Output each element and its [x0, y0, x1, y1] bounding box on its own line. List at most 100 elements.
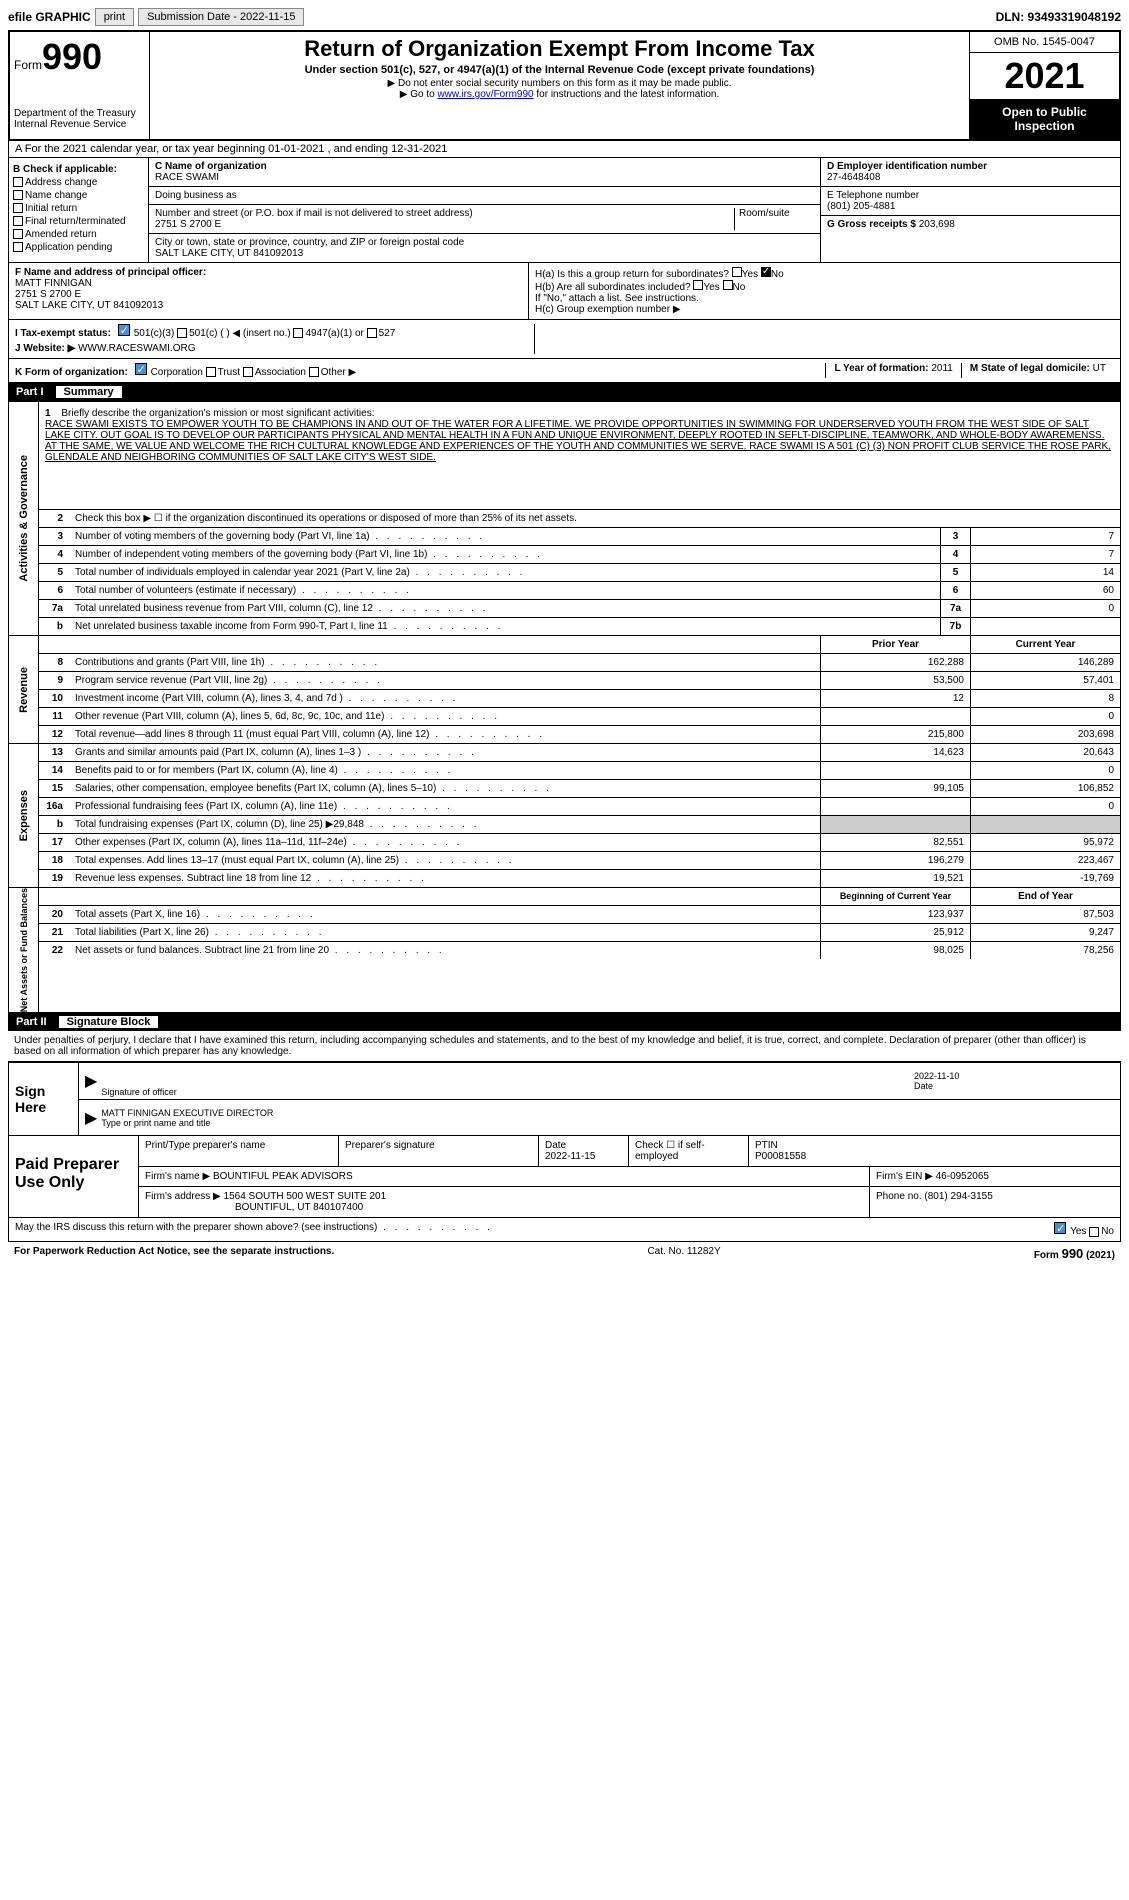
- submission-date-button[interactable]: Submission Date - 2022-11-15: [138, 8, 304, 26]
- sign-here-row: Sign Here ▶ Signature of officer 2022-11…: [9, 1062, 1120, 1135]
- line-num: 21: [39, 924, 69, 941]
- line-current: 8: [970, 690, 1120, 707]
- netassets-box: Net Assets or Fund Balances Beginning of…: [8, 888, 1121, 1013]
- begin-year-header: Beginning of Current Year: [820, 888, 970, 905]
- line-desc: Number of voting members of the governin…: [69, 528, 940, 545]
- line-val: 14: [970, 564, 1120, 581]
- line-current: 78,256: [970, 942, 1120, 959]
- phone-label: E Telephone number: [827, 190, 1114, 201]
- firm-phone-label: Phone no.: [876, 1191, 922, 1202]
- line-num: 4: [39, 546, 69, 563]
- line-19: 19 Revenue less expenses. Subtract line …: [39, 870, 1120, 887]
- line-num: 16a: [39, 798, 69, 815]
- line-desc: Total number of individuals employed in …: [69, 564, 940, 581]
- arrow-icon: ▶: [85, 1108, 97, 1128]
- current-year-header: Current Year: [970, 636, 1120, 653]
- section-c: C Name of organization RACE SWAMI Doing …: [149, 158, 820, 262]
- line-desc: Salaries, other compensation, employee b…: [69, 780, 820, 797]
- line-prior: 162,288: [820, 654, 970, 671]
- section-b: B Check if applicable: Address change Na…: [9, 158, 149, 262]
- officer-label: F Name and address of principal officer:: [15, 267, 522, 278]
- line-current: 20,643: [970, 744, 1120, 761]
- line-2: 2 Check this box ▶ ☐ if the organization…: [39, 510, 1120, 528]
- org-name: RACE SWAMI: [155, 172, 814, 183]
- line1-num: 1: [45, 408, 51, 419]
- ha-row: H(a) Is this a group return for subordin…: [535, 267, 1114, 280]
- line-num: 5: [39, 564, 69, 581]
- line-prior: [820, 816, 970, 833]
- discuss-yes-check: [1054, 1222, 1066, 1234]
- part1-title: Summary: [56, 386, 122, 398]
- line-num: 10: [39, 690, 69, 707]
- line-num: 11: [39, 708, 69, 725]
- firm-ein-label: Firm's EIN ▶: [876, 1171, 933, 1182]
- line-desc: Total unrelated business revenue from Pa…: [69, 600, 940, 617]
- line-prior: 25,912: [820, 924, 970, 941]
- address-cell: Number and street (or P.O. box if mail i…: [149, 205, 820, 234]
- part2-header: Part II Signature Block: [8, 1013, 1121, 1031]
- opt-527: 527: [379, 328, 396, 339]
- part2-label: Part II: [16, 1016, 59, 1028]
- hb-label: H(b) Are all subordinates included?: [535, 282, 691, 293]
- line-current: 106,852: [970, 780, 1120, 797]
- revenue-box: Revenue Prior Year Current Year 8 Contri…: [8, 636, 1121, 744]
- ein-label: D Employer identification number: [827, 161, 1114, 172]
- tax-status-label: I Tax-exempt status:: [15, 328, 111, 339]
- line-17: 17 Other expenses (Part IX, column (A), …: [39, 834, 1120, 852]
- line-num: 18: [39, 852, 69, 869]
- line-num: 6: [39, 582, 69, 599]
- cat-number: Cat. No. 11282Y: [647, 1246, 720, 1261]
- header-left: Form990 Department of the Treasury Inter…: [10, 32, 150, 139]
- irs-link[interactable]: www.irs.gov/Form990: [437, 89, 533, 100]
- line-num: b: [39, 816, 69, 833]
- line-val: 7: [970, 528, 1120, 545]
- line-num: b: [39, 618, 69, 635]
- line-prior: 12: [820, 690, 970, 707]
- ha-label: H(a) Is this a group return for subordin…: [535, 269, 729, 280]
- line-val: 0: [970, 600, 1120, 617]
- row-i-j: I Tax-exempt status: 501(c)(3) 501(c) ( …: [8, 320, 1121, 359]
- hb-row: H(b) Are all subordinates included? Yes …: [535, 280, 1114, 293]
- year-formation: 2011: [931, 363, 953, 374]
- discuss-text: May the IRS discuss this return with the…: [15, 1222, 377, 1233]
- line-prior: 82,551: [820, 834, 970, 851]
- line-18: 18 Total expenses. Add lines 13–17 (must…: [39, 852, 1120, 870]
- line-1: 1 Briefly describe the organization's mi…: [39, 402, 1120, 510]
- line-prior: 196,279: [820, 852, 970, 869]
- row-f-h: F Name and address of principal officer:…: [8, 263, 1121, 320]
- domicile-value: UT: [1093, 363, 1106, 374]
- line-box: 3: [940, 528, 970, 545]
- line-desc: Investment income (Part VIII, column (A)…: [69, 690, 820, 707]
- line-desc: Total number of volunteers (estimate if …: [69, 582, 940, 599]
- check-address: Address change: [13, 177, 144, 188]
- ein-cell: D Employer identification number 27-4648…: [821, 158, 1120, 187]
- firm-addr-row: Firm's address ▶ 1564 SOUTH 500 WEST SUI…: [139, 1187, 1120, 1217]
- line-num: 12: [39, 726, 69, 743]
- check-name: Name change: [13, 190, 144, 201]
- receipts-value: 203,698: [919, 219, 955, 230]
- line-20: 20 Total assets (Part X, line 16) 123,93…: [39, 906, 1120, 924]
- form-number: 990: [42, 36, 102, 77]
- line-val: 60: [970, 582, 1120, 599]
- section-i: I Tax-exempt status: 501(c)(3) 501(c) ( …: [15, 324, 534, 339]
- line-prior: 98,025: [820, 942, 970, 959]
- line-b: b Total fundraising expenses (Part IX, c…: [39, 816, 1120, 834]
- dln-label: DLN: 93493319048192: [996, 10, 1121, 24]
- section-a: A For the 2021 calendar year, or tax yea…: [8, 141, 1121, 158]
- line-desc: Contributions and grants (Part VIII, lin…: [69, 654, 820, 671]
- expenses-vert-label: Expenses: [9, 744, 39, 887]
- check-501c3: [118, 324, 130, 336]
- line-prior: 53,500: [820, 672, 970, 689]
- firm-addr2: BOUNTIFUL, UT 840107400: [235, 1202, 363, 1213]
- line-num: 3: [39, 528, 69, 545]
- line-current: 9,247: [970, 924, 1120, 941]
- discuss-row: May the IRS discuss this return with the…: [9, 1217, 1120, 1241]
- paperwork-notice: For Paperwork Reduction Act Notice, see …: [14, 1246, 334, 1261]
- firm-addr-label: Firm's address ▶: [145, 1191, 221, 1202]
- part1-header: Part I Summary: [8, 383, 1121, 401]
- line-prior: [820, 762, 970, 779]
- main-title: Return of Organization Exempt From Incom…: [158, 36, 961, 62]
- line-current: [970, 816, 1120, 833]
- check-527: [367, 328, 377, 338]
- print-button[interactable]: print: [95, 8, 134, 26]
